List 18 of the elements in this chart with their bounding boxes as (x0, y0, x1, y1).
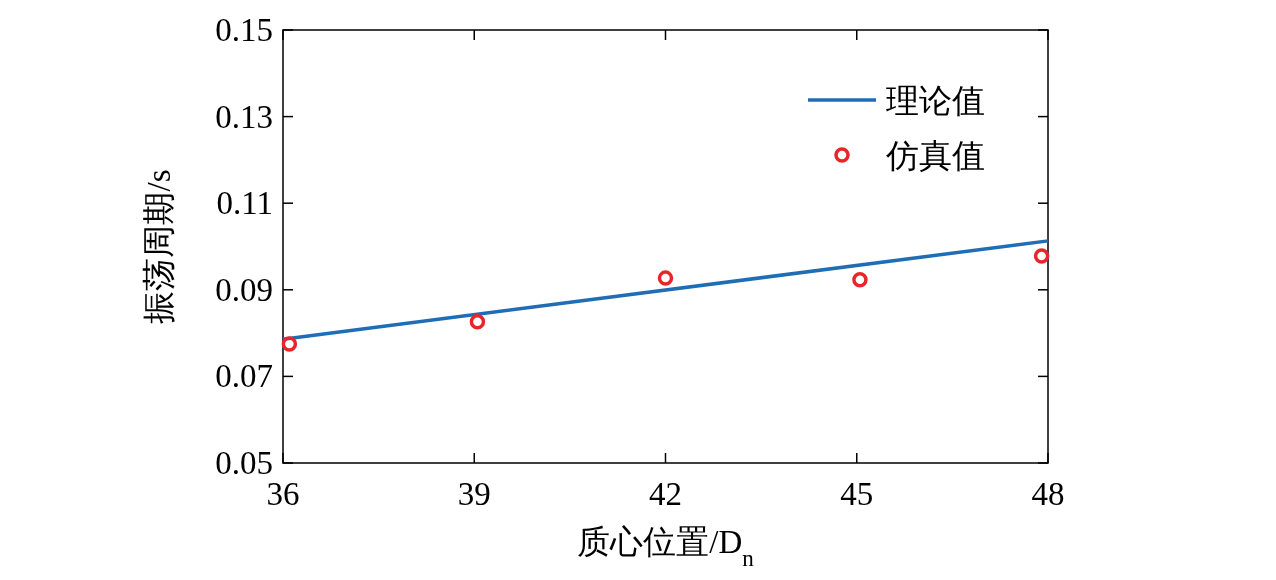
legend-label: 仿真值 (885, 138, 985, 174)
point (657, 270, 674, 286)
y-axis-title: 振荡周期/s (141, 169, 177, 324)
y-tick-label: 0.11 (216, 185, 273, 222)
point (281, 336, 298, 352)
x-tick-label: 42 (649, 476, 682, 512)
point (852, 272, 868, 288)
x-axis-title: 质心位置/D$_{n}$ (577, 524, 755, 571)
x-tick-label: 48 (1031, 476, 1065, 512)
y-tick-label: 0.13 (215, 98, 273, 135)
x-tick-label: 45 (840, 476, 874, 512)
y-tick-label: 0.15 (215, 12, 273, 48)
y-tick-label: 0.09 (215, 271, 273, 308)
x-tick-label: 39 (457, 476, 491, 512)
y-tick-label: 0.07 (215, 358, 273, 395)
legend-label: 理论值 (886, 83, 985, 119)
point (469, 314, 486, 330)
point (1033, 248, 1050, 264)
